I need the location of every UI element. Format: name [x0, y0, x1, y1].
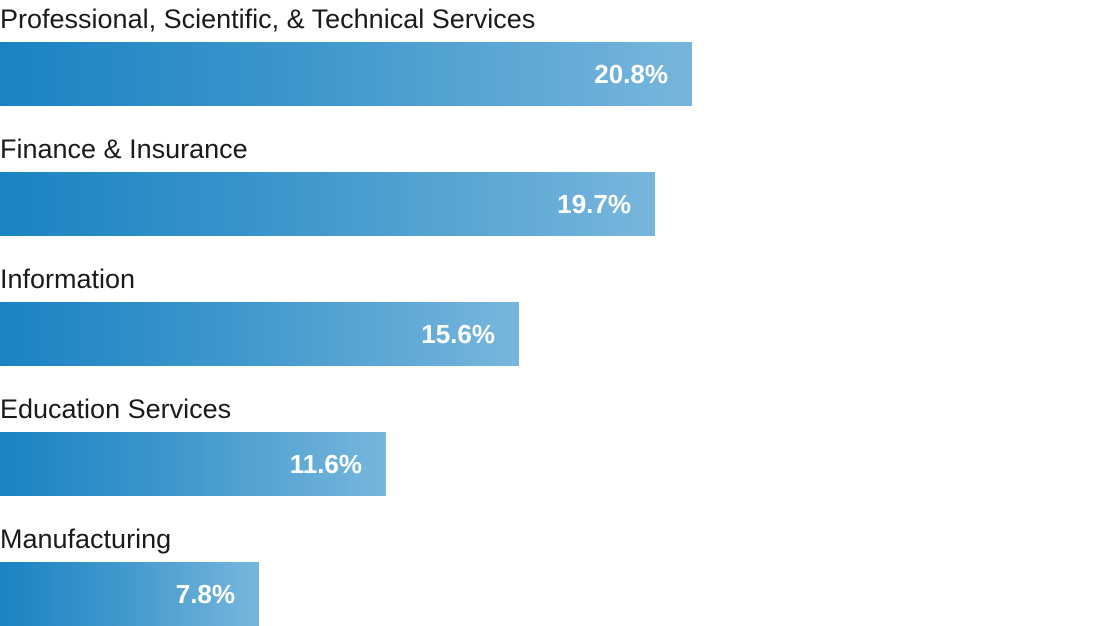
bar: 19.7% — [0, 172, 655, 236]
bar-row: Education Services 11.6% — [0, 390, 1104, 496]
bar-row: Information 15.6% — [0, 260, 1104, 366]
bar: 15.6% — [0, 302, 519, 366]
data-label: 15.6% — [421, 319, 495, 349]
category-label: Manufacturing — [0, 524, 172, 554]
category-label: Professional, Scientific, & Technical Se… — [0, 4, 536, 34]
bar: 7.8% — [0, 562, 259, 626]
data-label: 7.8% — [175, 579, 235, 609]
data-label: 11.6% — [289, 449, 362, 479]
data-label: 19.7% — [557, 189, 631, 219]
data-label: 20.8% — [594, 59, 668, 89]
bar-row: Manufacturing 7.8% — [0, 520, 1104, 626]
category-label: Education Services — [0, 394, 232, 424]
category-label: Finance & Insurance — [0, 134, 248, 164]
category-label: Information — [0, 264, 136, 294]
bar-row: Finance & Insurance 19.7% — [0, 130, 1104, 236]
bar: 11.6% — [0, 432, 386, 496]
bar-row: Professional, Scientific, & Technical Se… — [0, 0, 1104, 106]
bar: 20.8% — [0, 42, 692, 106]
